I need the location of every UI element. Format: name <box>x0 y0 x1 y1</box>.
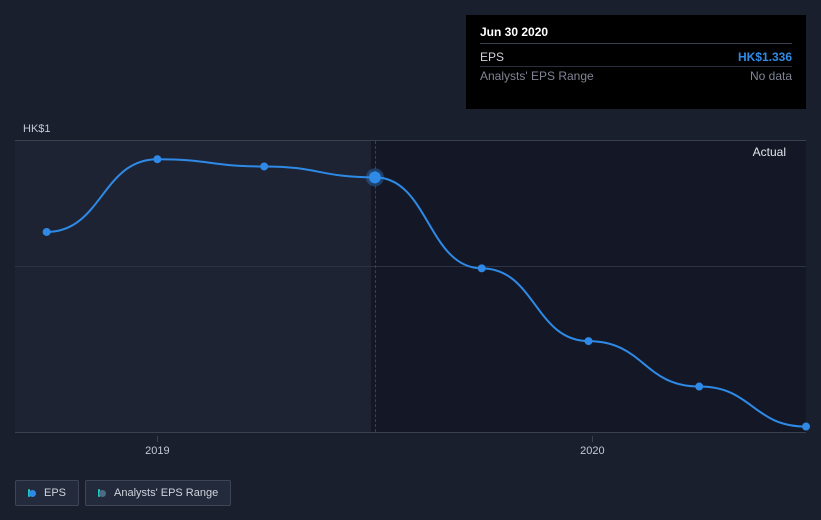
eps-line <box>47 159 806 426</box>
legend-swatch-icon <box>98 489 106 497</box>
tooltip-row-value: HK$1.336 <box>738 50 792 64</box>
x-tick <box>592 436 593 442</box>
eps-line-series <box>15 141 806 432</box>
tooltip-row: EPS HK$1.336 <box>480 48 792 66</box>
data-point[interactable] <box>260 162 268 170</box>
plot-area[interactable] <box>15 140 806 433</box>
tooltip-card: Jun 30 2020 EPS HK$1.336 Analysts' EPS Ran… <box>466 15 806 109</box>
data-point[interactable] <box>584 337 592 345</box>
data-point[interactable] <box>478 264 486 272</box>
data-point[interactable] <box>153 155 161 163</box>
data-point[interactable] <box>369 171 381 183</box>
legend-item-label: Analysts' EPS Range <box>114 487 218 499</box>
data-point[interactable] <box>802 423 810 431</box>
tooltip-rows: EPS HK$1.336 Analysts' EPS Range No data <box>480 48 792 85</box>
legend-item[interactable]: Analysts' EPS Range <box>85 480 231 506</box>
tooltip-row-label: Analysts' EPS Range <box>480 69 594 83</box>
tooltip-row-value: No data <box>750 69 792 83</box>
y-axis-label-top: HK$1 <box>23 123 51 135</box>
x-tick-label: 2020 <box>580 445 604 457</box>
tooltip-row: Analysts' EPS Range No data <box>480 66 792 85</box>
data-point[interactable] <box>43 228 51 236</box>
legend-row: EPS Analysts' EPS Range <box>15 480 231 506</box>
x-tick <box>157 436 158 442</box>
tooltip-date: Jun 30 2020 <box>480 25 792 44</box>
legend-item-label: EPS <box>44 487 66 499</box>
actual-label: Actual <box>753 145 786 159</box>
legend-swatch-icon <box>28 489 36 497</box>
legend-item[interactable]: EPS <box>15 480 79 506</box>
x-tick-label: 2019 <box>145 445 169 457</box>
tooltip-row-label: EPS <box>480 50 504 64</box>
data-point[interactable] <box>695 383 703 391</box>
